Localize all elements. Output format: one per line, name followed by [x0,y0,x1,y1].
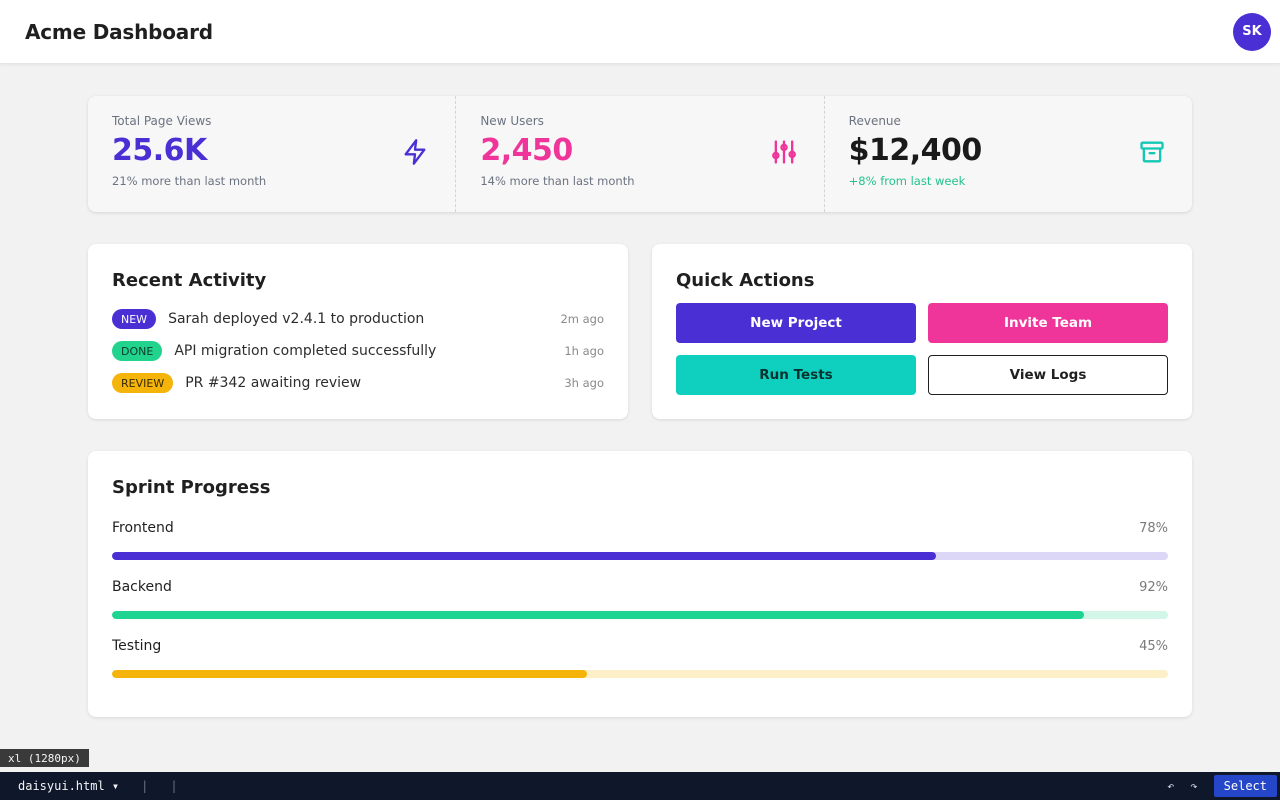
progress-label: Testing [112,638,162,654]
sliders-icon [771,140,796,164]
action-buttons: New Project Invite Team Run Tests View L… [676,303,1168,395]
stat-desc: 21% more than last month [112,174,267,188]
stat-title: Total Page Views [112,114,212,128]
progress-fill [112,611,1084,619]
redo-icon[interactable]: ↷ [1190,779,1198,793]
activity-time: 3h ago [564,376,604,390]
progress-item-testing: Testing 45% [112,636,1168,678]
stat-page-views: Total Page Views 25.6K 21% more than las… [88,96,455,212]
progress-bar [112,552,1168,560]
progress-bar [112,670,1168,678]
recent-activity-card: Recent Activity NEW Sarah deployed v2.4.… [88,244,628,419]
stat-desc: 14% more than last month [480,174,635,188]
activity-text: Sarah deployed v2.4.1 to production [168,311,425,327]
stat-desc: +8% from last week [848,174,966,188]
invite-team-button[interactable]: Invite Team [928,303,1168,343]
card-title: Quick Actions [676,270,815,291]
navbar: Acme Dashboard SK [0,0,1280,64]
stat-title: New Users [480,114,544,128]
progress-fill [112,670,588,678]
card-title: Sprint Progress [112,477,271,498]
activity-text: PR #342 awaiting review [185,375,362,391]
progress-percent: 92% [1139,579,1168,595]
status-badge: NEW [112,309,157,329]
brand-title[interactable]: Acme Dashboard [25,19,213,44]
stat-title: Revenue [848,114,901,128]
progress-label: Frontend [112,520,174,536]
progress-fill [112,552,936,560]
stat-value: 25.6K [112,133,207,168]
quick-actions-card: Quick Actions New Project Invite Team Ru… [652,244,1192,419]
run-tests-button[interactable]: Run Tests [676,355,916,395]
sprint-progress-card: Sprint Progress Frontend 78% Backend 92%… [88,451,1192,717]
list-item[interactable]: DONE API migration completed successfull… [112,335,604,367]
activity-time: 1h ago [564,344,604,358]
lightning-bolt-icon [404,139,426,165]
archive-box-icon [1140,141,1164,163]
breakpoint-indicator: xl (1280px) [0,749,89,767]
stat-value: 2,450 [480,133,573,168]
progress-percent: 45% [1139,638,1168,654]
status-badge: REVIEW [112,373,174,393]
undo-icon[interactable]: ↶ [1167,779,1175,793]
list-item[interactable]: NEW Sarah deployed v2.4.1 to production … [112,303,604,335]
activity-time: 2m ago [560,312,604,326]
stat-revenue: Revenue $12,400 +8% from last week [823,96,1192,212]
stat-new-users: New Users 2,450 14% more than last month [455,96,823,212]
activity-text: API migration completed successfully [174,343,437,359]
editor-toolbar: daisyui.html ▾ | | ↶ ↷ Select [0,772,1280,800]
divider: | [170,779,178,793]
stats-panel: Total Page Views 25.6K 21% more than las… [88,96,1192,212]
file-select[interactable]: daisyui.html ▾ [18,779,120,793]
new-project-button[interactable]: New Project [676,303,916,343]
avatar[interactable]: SK [1233,12,1271,51]
list-item[interactable]: REVIEW PR #342 awaiting review 3h ago [112,367,604,399]
select-button[interactable]: Select [1213,775,1277,797]
divider: | [141,779,149,793]
stat-value: $12,400 [848,133,983,168]
progress-item-backend: Backend 92% [112,577,1168,619]
progress-label: Backend [112,579,172,595]
progress-percent: 78% [1139,520,1168,536]
view-logs-button[interactable]: View Logs [928,355,1168,395]
progress-bar [112,611,1168,619]
card-title: Recent Activity [112,270,267,291]
status-badge: DONE [112,341,163,361]
progress-item-frontend: Frontend 78% [112,518,1168,560]
